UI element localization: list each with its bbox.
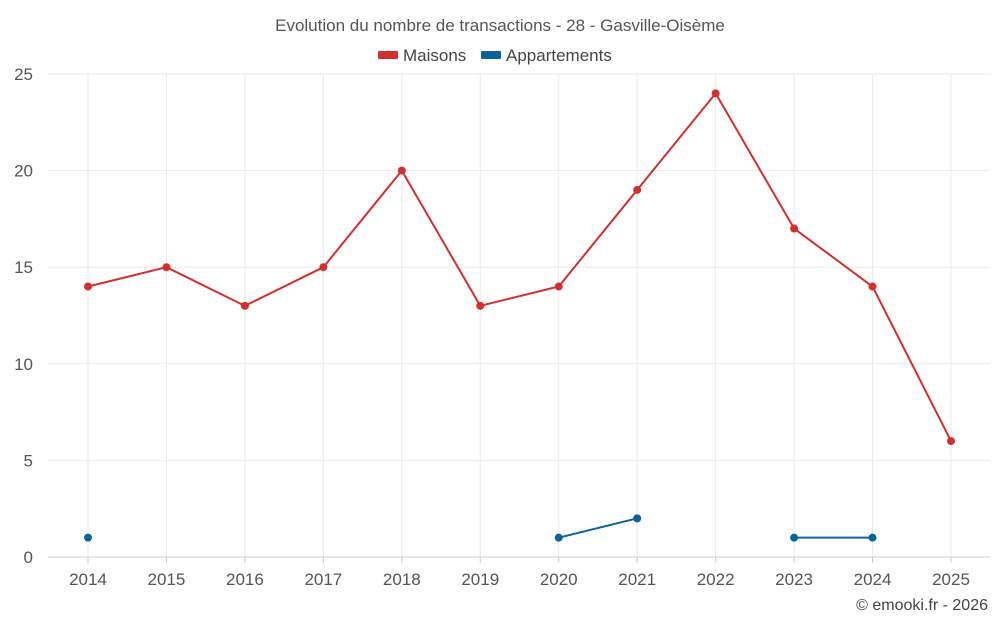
x-tick-label: 2019 <box>461 570 499 589</box>
series <box>84 89 955 542</box>
data-point-appartements[interactable] <box>868 533 877 542</box>
data-point-maisons[interactable] <box>84 282 92 291</box>
y-tick-label: 10 <box>14 355 33 374</box>
y-tick-label: 5 <box>24 451 33 470</box>
data-point-maisons[interactable] <box>162 263 171 272</box>
legend-label-maisons[interactable]: Maisons <box>403 46 466 65</box>
x-tick-label: 2023 <box>775 570 813 589</box>
legend-label-appartements[interactable]: Appartements <box>506 46 612 65</box>
data-point-maisons[interactable] <box>319 263 328 272</box>
legend: Maisons Appartements <box>378 46 612 65</box>
data-point-maisons[interactable] <box>240 301 249 310</box>
data-point-appartements[interactable] <box>790 533 799 542</box>
data-point-appartements[interactable] <box>633 514 642 523</box>
x-tick-label: 2021 <box>618 570 656 589</box>
x-tick-label: 2025 <box>932 570 970 589</box>
x-tick-label: 2022 <box>697 570 735 589</box>
chart-title: Evolution du nombre de transactions - 28… <box>275 16 725 35</box>
legend-swatch-appartements <box>481 51 501 59</box>
x-tick-label: 2018 <box>383 570 421 589</box>
data-point-maisons[interactable] <box>554 282 563 291</box>
data-point-maisons[interactable] <box>947 437 955 446</box>
x-tick-label: 2020 <box>540 570 578 589</box>
y-tick-label: 0 <box>24 548 33 567</box>
x-tick-label: 2017 <box>304 570 342 589</box>
legend-swatch-maisons <box>378 51 398 59</box>
x-tick-label: 2015 <box>148 570 186 589</box>
data-point-maisons[interactable] <box>476 301 485 310</box>
x-tick-label: 2014 <box>69 570 107 589</box>
series-maisons <box>84 89 955 446</box>
data-point-maisons[interactable] <box>711 89 720 98</box>
x-tick-label: 2024 <box>854 570 892 589</box>
y-tick-label: 20 <box>14 162 33 181</box>
y-tick-label: 15 <box>14 258 33 277</box>
data-point-appartements[interactable] <box>554 533 563 542</box>
data-point-appartements[interactable] <box>84 533 92 542</box>
grid <box>48 73 990 558</box>
credit-text: © emooki.fr - 2026 <box>856 597 988 614</box>
y-tick-label: 25 <box>14 65 33 84</box>
series-line-appartements <box>558 517 638 539</box>
data-point-maisons[interactable] <box>633 185 642 194</box>
series-line-maisons <box>87 92 952 442</box>
data-point-maisons[interactable] <box>790 224 799 233</box>
x-tick-label: 2016 <box>226 570 264 589</box>
data-point-maisons[interactable] <box>868 282 877 291</box>
series-appartements <box>84 514 877 542</box>
data-point-maisons[interactable] <box>397 166 406 175</box>
